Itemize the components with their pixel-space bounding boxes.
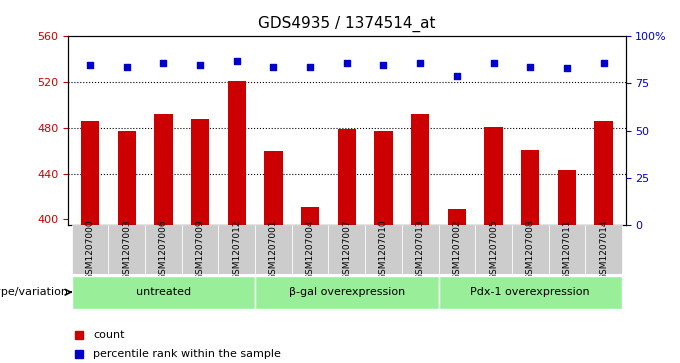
FancyBboxPatch shape (255, 276, 439, 309)
Text: GSM1207000: GSM1207000 (86, 219, 95, 280)
FancyBboxPatch shape (402, 225, 439, 274)
Text: GSM1207003: GSM1207003 (122, 219, 131, 280)
Point (268, 64, 279, 69)
Bar (81, 121, 99, 225)
Text: GSM1207007: GSM1207007 (342, 219, 352, 280)
FancyBboxPatch shape (145, 225, 182, 274)
FancyBboxPatch shape (439, 225, 475, 274)
FancyBboxPatch shape (71, 225, 108, 274)
FancyBboxPatch shape (292, 225, 328, 274)
Point (562, 65, 573, 71)
FancyBboxPatch shape (439, 276, 622, 309)
Text: genotype/variation: genotype/variation (0, 287, 68, 297)
Point (525, 64, 536, 69)
Text: GSM1207002: GSM1207002 (452, 219, 461, 280)
Text: GSM1207010: GSM1207010 (379, 219, 388, 280)
Point (84, 62, 95, 68)
Text: GSM1207006: GSM1207006 (159, 219, 168, 280)
FancyBboxPatch shape (328, 225, 365, 274)
Bar (191, 119, 209, 225)
Point (194, 62, 205, 68)
FancyBboxPatch shape (218, 225, 255, 274)
FancyBboxPatch shape (255, 225, 292, 274)
Text: untreated: untreated (136, 287, 191, 297)
FancyBboxPatch shape (512, 225, 549, 274)
Text: GSM1207005: GSM1207005 (489, 219, 498, 280)
Text: β-gal overexpression: β-gal overexpression (289, 287, 405, 297)
Bar (447, 209, 466, 225)
Bar (411, 114, 429, 225)
Point (415, 60, 426, 66)
Bar (484, 127, 503, 225)
Bar (154, 114, 173, 225)
Point (231, 58, 242, 64)
Text: GSM1207009: GSM1207009 (196, 219, 205, 280)
Text: GSM1207014: GSM1207014 (599, 219, 608, 280)
Bar (521, 150, 539, 225)
Text: GSM1207012: GSM1207012 (233, 219, 241, 280)
FancyBboxPatch shape (71, 276, 255, 309)
Point (121, 64, 132, 69)
FancyBboxPatch shape (549, 225, 585, 274)
FancyBboxPatch shape (108, 225, 145, 274)
Text: GSM1207001: GSM1207001 (269, 219, 278, 280)
Bar (338, 129, 356, 225)
Point (341, 60, 352, 66)
FancyBboxPatch shape (365, 225, 402, 274)
FancyBboxPatch shape (475, 225, 512, 274)
Title: GDS4935 / 1374514_at: GDS4935 / 1374514_at (258, 16, 436, 32)
Bar (374, 131, 392, 225)
Point (488, 60, 499, 66)
Point (158, 60, 169, 66)
Point (378, 62, 389, 68)
Bar (594, 121, 613, 225)
Text: GSM1207008: GSM1207008 (526, 219, 534, 280)
Bar (558, 170, 576, 225)
Text: GSM1207011: GSM1207011 (562, 219, 571, 280)
Text: count: count (93, 330, 124, 340)
Bar (265, 151, 283, 225)
Text: GSM1207013: GSM1207013 (415, 219, 425, 280)
Bar (301, 207, 320, 225)
Bar (118, 131, 136, 225)
Point (452, 73, 462, 79)
Text: GSM1207004: GSM1207004 (305, 219, 315, 280)
Bar (228, 81, 246, 225)
Point (598, 60, 609, 66)
Point (305, 64, 316, 69)
FancyBboxPatch shape (585, 225, 622, 274)
FancyBboxPatch shape (182, 225, 218, 274)
Text: percentile rank within the sample: percentile rank within the sample (93, 348, 281, 359)
Text: Pdx-1 overexpression: Pdx-1 overexpression (471, 287, 590, 297)
